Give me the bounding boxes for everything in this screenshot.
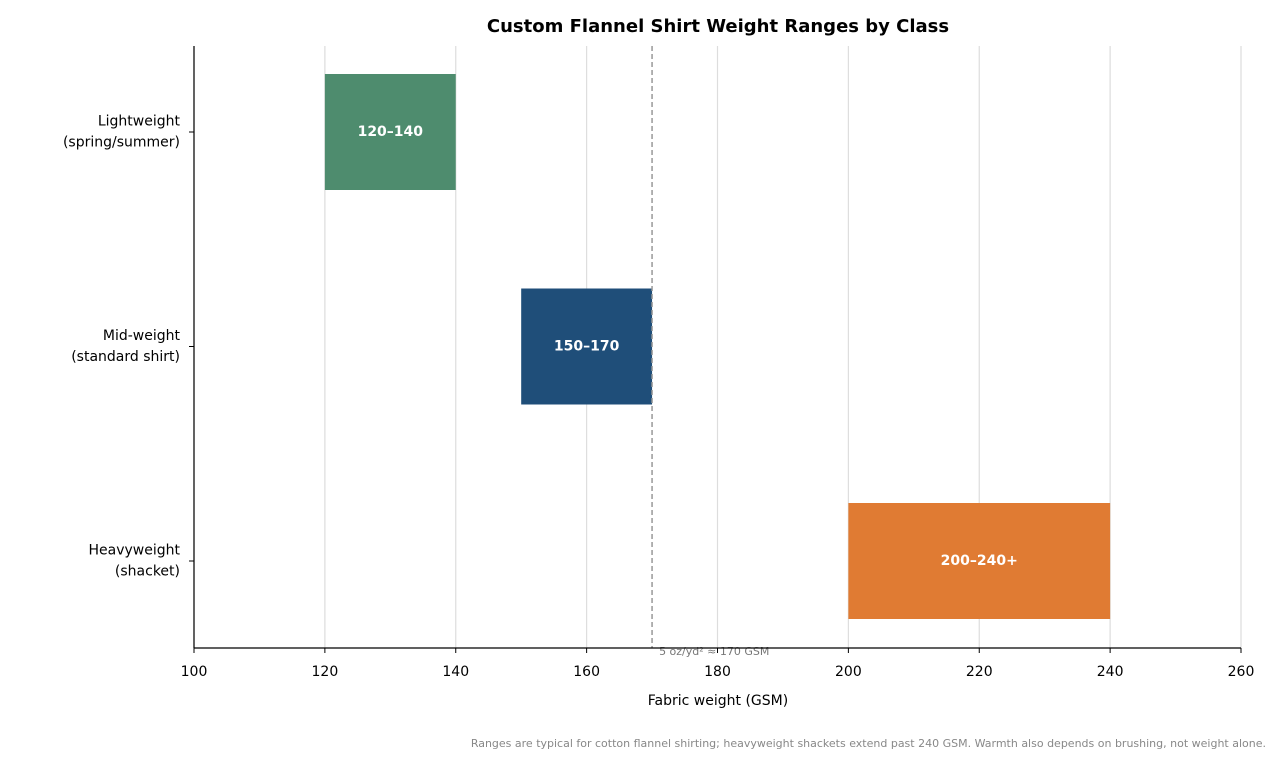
x-tick-label: 240 — [1097, 664, 1124, 680]
reference-label: 5 oz/yd² ≈ 170 GSM — [659, 645, 769, 658]
y-tick-label: Heavyweight — [89, 543, 181, 559]
bar — [521, 288, 653, 405]
value-label: 120–140 — [358, 124, 424, 140]
value-label: 150–170 — [554, 339, 620, 355]
chart-title: Custom Flannel Shirt Weight Ranges by Cl… — [487, 16, 949, 37]
bar — [324, 74, 456, 190]
y-tick-label: (standard shirt) — [71, 349, 180, 365]
x-tick-label: 140 — [442, 664, 469, 680]
x-tick-label: 160 — [573, 664, 600, 680]
x-axis-label: Fabric weight (GSM) — [648, 693, 788, 709]
x-tick-label: 260 — [1228, 664, 1255, 680]
bar — [848, 503, 1111, 619]
x-tick-label: 200 — [835, 664, 862, 680]
y-tick-label: Lightweight — [98, 114, 181, 130]
y-tick-label: Mid-weight — [103, 328, 181, 344]
footnote: Ranges are typical for cotton flannel sh… — [471, 737, 1266, 750]
y-tick-label: (shacket) — [115, 564, 180, 580]
x-tick-label: 220 — [966, 664, 993, 680]
x-tick-label: 100 — [181, 664, 208, 680]
x-tick-label: 180 — [704, 664, 731, 680]
y-tick-label: (spring/summer) — [63, 135, 180, 151]
value-label: 200–240+ — [941, 553, 1018, 569]
x-tick-label: 120 — [312, 664, 339, 680]
